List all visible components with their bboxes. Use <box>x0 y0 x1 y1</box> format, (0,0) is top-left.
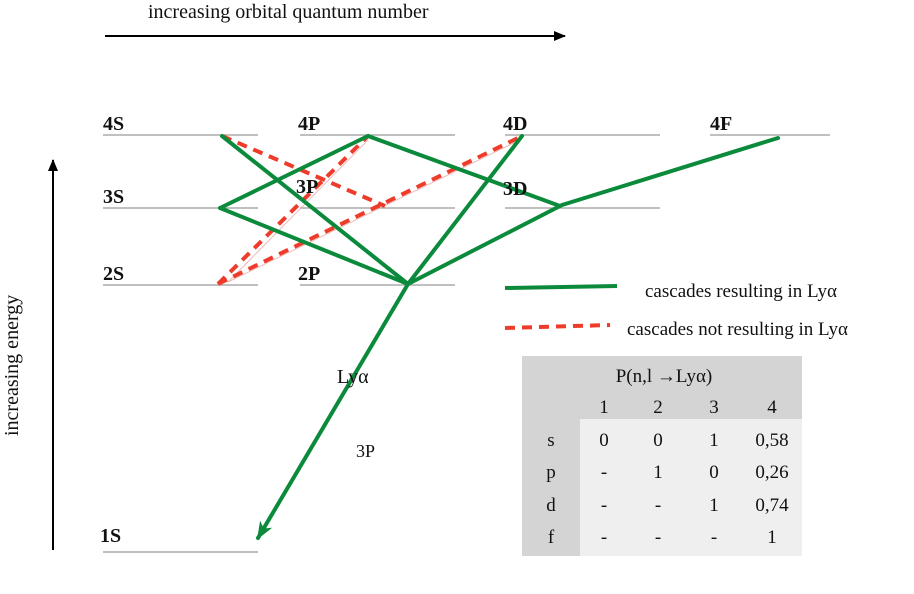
table-title: P(n,l →Lyα) <box>616 366 713 387</box>
table-col-header: 1 <box>599 397 609 418</box>
level-label-4f: 4F <box>710 113 732 135</box>
level-label-1s: 1S <box>100 525 121 547</box>
legend-green-label: cascades resulting in Lyα <box>645 281 837 302</box>
green-cascade-4d-2p <box>406 134 524 286</box>
red-cascade-4s-3d <box>221 134 386 208</box>
table-cell: 1 <box>709 495 719 516</box>
table-row-label: s <box>547 430 554 451</box>
lyman-alpha-label: Lyα <box>337 366 369 388</box>
table-cell: - <box>655 495 661 516</box>
x-axis-label: increasing orbital quantum number <box>148 1 429 23</box>
faint-guides <box>227 139 521 283</box>
lyman-alpha-arrow <box>256 282 410 540</box>
red-cascades <box>216 134 523 286</box>
table-cell: 0 <box>599 430 609 451</box>
table-header-bg <box>522 356 802 419</box>
y-axis-label: increasing energy <box>1 295 23 436</box>
legend-red-label: cascades not resulting in Lyα <box>627 319 848 340</box>
level-label-3p: 3P <box>296 176 318 198</box>
table-body-bg <box>580 419 802 556</box>
level-label-4p: 4P <box>298 113 320 135</box>
table-col-header: 4 <box>767 397 777 418</box>
green-cascade-4f-3d <box>560 136 780 207</box>
table-cell: 1 <box>709 430 719 451</box>
table-cell: 0,26 <box>755 462 788 483</box>
table-cell: 0,58 <box>755 430 788 451</box>
table-row-label: d <box>546 495 556 516</box>
legend-green-swatch <box>504 284 618 290</box>
legend-red-swatch <box>504 323 611 330</box>
table-col-header: 3 <box>709 397 719 418</box>
table-row-label: p <box>546 462 556 483</box>
table-col-header: 2 <box>653 397 663 418</box>
level-label-4s: 4S <box>103 113 124 135</box>
level-label-2p: 2P <box>298 263 320 285</box>
level-label-2s: 2S <box>103 263 124 285</box>
level-label-4d: 4D <box>503 113 527 135</box>
green-cascade-4p-3d <box>366 134 562 208</box>
table-cell: 0,74 <box>755 495 789 516</box>
green-cascade-4s-2p <box>220 134 410 286</box>
level-label-3s: 3S <box>103 186 124 208</box>
table-cell: 1 <box>767 527 777 548</box>
table-rowlabel-bg <box>522 419 580 556</box>
extra-3p-label: 3P <box>356 441 375 461</box>
table-cell: - <box>601 495 607 516</box>
legend: cascades resulting in Lyα cascades not r… <box>504 281 848 340</box>
table-row-label: f <box>548 527 555 548</box>
probability-table: P(n,l →Lyα) 1 2 3 4 s 0 0 1 0,58 p - 1 0… <box>522 356 802 556</box>
table-cell: - <box>601 527 607 548</box>
green-cascade-3s-2p <box>218 206 410 286</box>
level-label-3d: 3D <box>503 178 527 200</box>
table-cell: 1 <box>653 462 663 483</box>
red-cascade-4d-2s <box>217 134 523 286</box>
level-lines <box>103 134 830 553</box>
table-cell: 0 <box>653 430 663 451</box>
table-cell: - <box>655 527 661 548</box>
red-cascade-4p-2s <box>216 134 370 286</box>
table-cell: - <box>711 527 717 548</box>
green-cascade-4p-3s <box>218 134 370 210</box>
green-cascade-3d-2p <box>406 203 564 286</box>
table-cell: - <box>601 462 607 483</box>
table-cell: 0 <box>709 462 719 483</box>
green-cascades <box>218 134 780 540</box>
